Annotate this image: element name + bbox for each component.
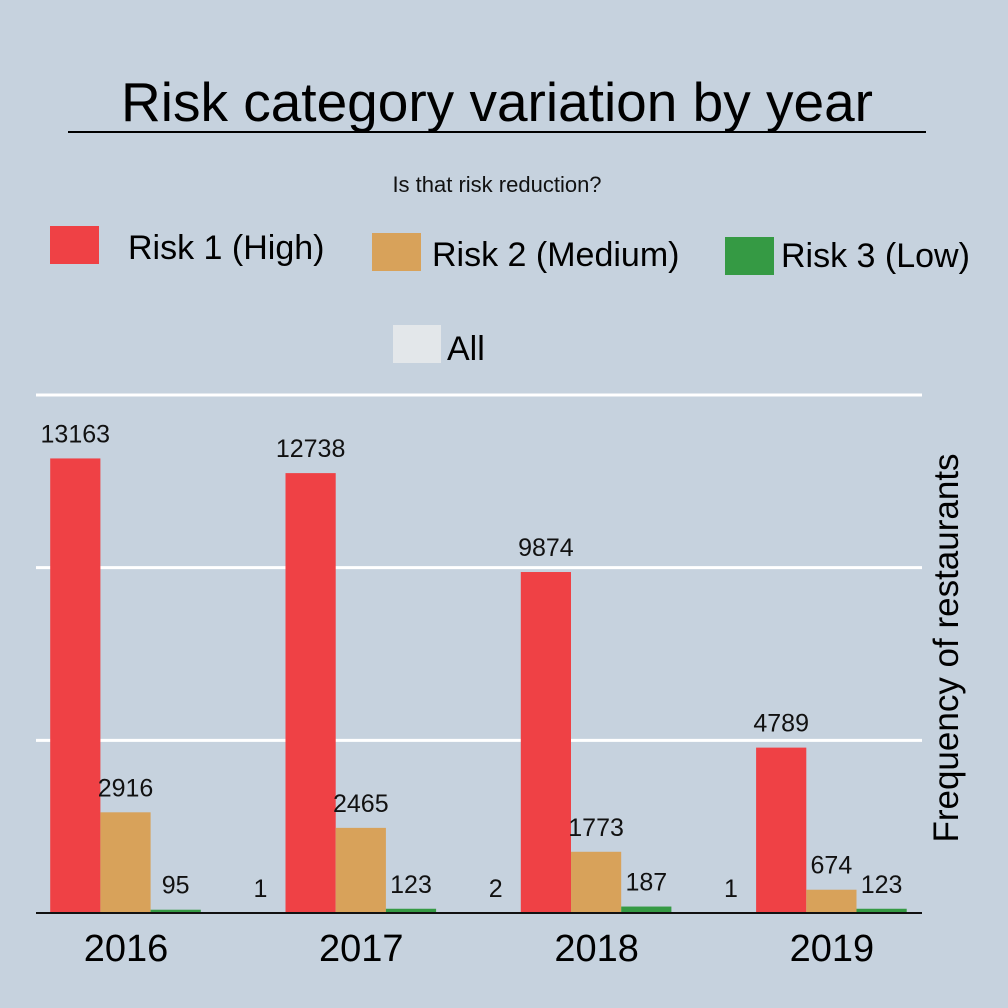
legend-label-risk3: Risk 3 (Low) — [781, 237, 970, 275]
data-label-risk1-2017: 12738 — [276, 435, 346, 463]
data-label-all-2018: 2 — [489, 875, 503, 903]
bar-risk1-2018 — [520, 572, 571, 913]
y-axis-label: Frequency of restaurants — [927, 453, 966, 842]
data-label-risk1-2019: 4789 — [753, 710, 809, 738]
data-label-risk3-2016: 95 — [162, 872, 190, 900]
data-label-risk3-2018: 187 — [625, 869, 667, 897]
chart-title: Risk category variation by year — [121, 71, 873, 133]
chart-subtitle: Is that risk reduction? — [392, 172, 602, 197]
bar-risk1-2016 — [50, 458, 101, 913]
legend-swatch-risk3 — [725, 237, 774, 275]
bar-risk1-2019 — [756, 747, 807, 913]
data-label-risk3-2017: 123 — [390, 871, 432, 899]
bar-risk3-2016 — [150, 909, 201, 913]
data-label-all-2017: 1 — [253, 875, 267, 903]
x-tick-label-2016: 2016 — [84, 928, 169, 970]
data-label-all-2019: 1 — [724, 875, 738, 903]
x-tick-label-2019: 2019 — [790, 928, 875, 970]
legend-label-risk1: Risk 1 (High) — [128, 229, 325, 267]
legend-swatch-all — [393, 325, 441, 363]
bar-risk2-2017 — [335, 827, 386, 913]
bar-risk1-2017 — [285, 473, 336, 913]
bar-risk2-2019 — [806, 889, 857, 913]
legend-swatch-risk2 — [372, 233, 421, 271]
bar-risk2-2016 — [100, 812, 151, 913]
bar-risk3-2018 — [621, 906, 672, 913]
title-underline — [68, 131, 926, 133]
legend-label-risk2: Risk 2 (Medium) — [432, 236, 680, 274]
data-label-risk2-2019: 674 — [811, 852, 853, 880]
x-tick-label-2018: 2018 — [554, 928, 639, 970]
data-label-risk3-2019: 123 — [861, 871, 903, 899]
legend-swatch-risk1 — [50, 226, 99, 264]
bar-risk3-2019 — [856, 908, 907, 913]
data-label-risk1-2016: 13163 — [41, 420, 111, 448]
data-label-risk2-2017: 2465 — [333, 790, 389, 818]
data-label-risk2-2016: 2916 — [98, 774, 154, 802]
x-tick-label-2017: 2017 — [319, 928, 404, 970]
data-label-risk2-2018: 1773 — [568, 814, 624, 842]
bar-risk3-2017 — [385, 908, 437, 913]
bar-risk2-2018 — [571, 851, 622, 913]
legend-label-all: All — [447, 330, 485, 368]
data-label-risk1-2018: 9874 — [518, 534, 574, 562]
